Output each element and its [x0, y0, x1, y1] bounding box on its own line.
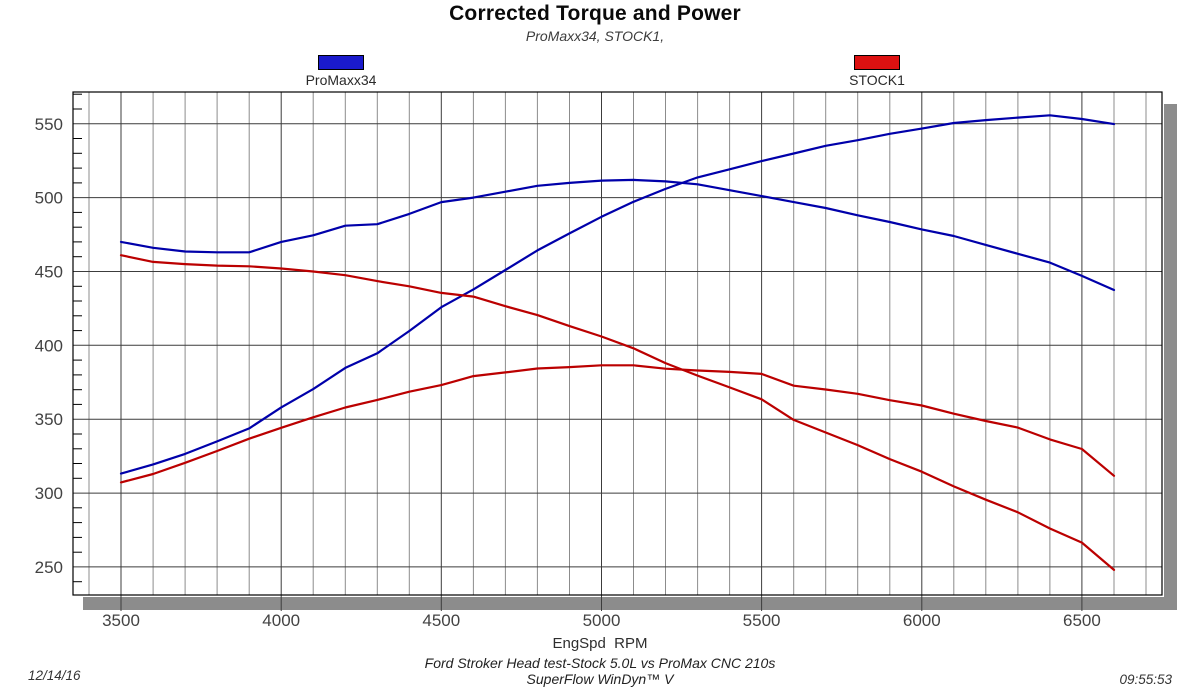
footer-date: 12/14/16 [28, 668, 81, 683]
y-tick-label: 250 [35, 558, 63, 577]
legend-label-promaxx34: ProMaxx34 [305, 72, 377, 88]
chart-title: Corrected Torque and Power [449, 2, 741, 25]
y-tick-label: 350 [35, 410, 63, 429]
x-tick-label: 3500 [102, 611, 140, 630]
chart-subtitle: ProMaxx34, STOCK1, [525, 28, 665, 44]
legend-item-stock1: STOCK1 [831, 55, 923, 88]
footer-test-description: Ford Stroker Head test-Stock 5.0L vs Pro… [424, 655, 776, 671]
footer-software-name: SuperFlow WinDyn™ V [526, 671, 674, 687]
x-tick-label: 5000 [583, 611, 621, 630]
x-tick-label: 5500 [743, 611, 781, 630]
x-tick-label: 6500 [1063, 611, 1101, 630]
legend-swatch-promaxx34-icon [318, 55, 364, 70]
plot-frame [72, 91, 1163, 596]
y-tick-label: 500 [35, 189, 63, 208]
x-tick-label: 4500 [422, 611, 460, 630]
x-tick-label: 4000 [262, 611, 300, 630]
legend-item-promaxx34: ProMaxx34 [295, 55, 387, 88]
curve-stock1-torque-lb-ft [119, 254, 1116, 572]
footer-time: 09:55:53 [1119, 672, 1172, 687]
curve-promaxx34-power-hp [119, 114, 1116, 475]
x-tick-label: 6000 [903, 611, 941, 630]
legend-swatch-stock1-icon [854, 55, 900, 70]
x-axis-title: EngSpd RPM [552, 635, 648, 652]
y-tick-label: 400 [35, 336, 63, 355]
y-tick-label: 550 [35, 115, 63, 134]
curve-stock1-power-hp [119, 364, 1116, 484]
plot-shadow-bottom [83, 597, 1177, 610]
curve-promaxx34-torque-lb-ft [119, 178, 1116, 292]
y-tick-label: 450 [35, 263, 63, 282]
legend-label-stock1: STOCK1 [849, 72, 905, 88]
plot-shadow-right [1164, 104, 1177, 610]
y-tick-label: 300 [35, 484, 63, 503]
